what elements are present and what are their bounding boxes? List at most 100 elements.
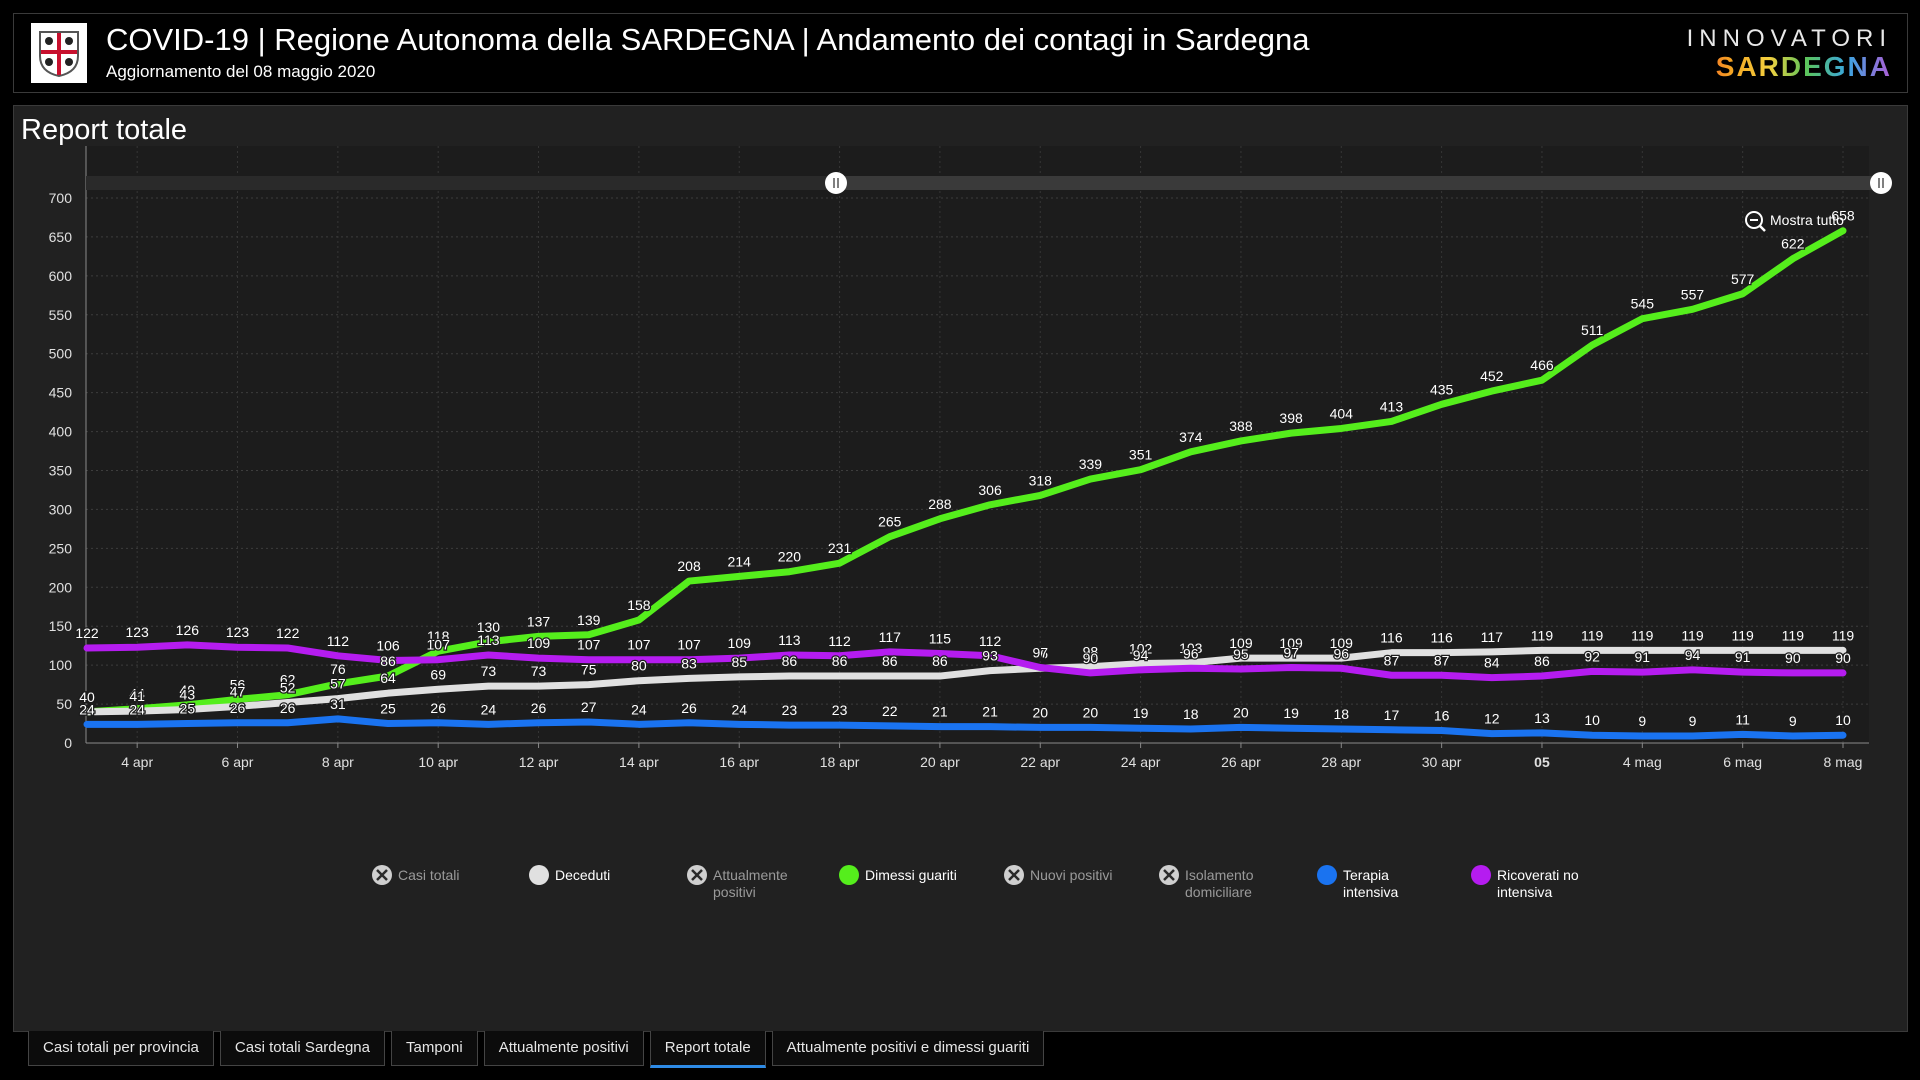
data-label-deceduti: 109 <box>1330 635 1354 651</box>
data-label-ricoverati: 96 <box>1183 645 1199 661</box>
legend-label: domiciliare <box>1185 884 1252 900</box>
data-label-terapia: 10 <box>1835 712 1851 728</box>
legend-item[interactable]: Casi totali <box>372 865 459 885</box>
data-label-terapia: 18 <box>1333 706 1349 722</box>
x-tick-label: 4 apr <box>121 754 153 770</box>
tab-casi-totali-provincia[interactable]: Casi totali per provincia <box>28 1031 214 1066</box>
brand-logo: INNOVATORI SARDEGNA <box>1687 26 1892 82</box>
data-label-deceduti: 119 <box>1531 627 1554 643</box>
data-label-dimessi: 577 <box>1731 271 1755 287</box>
data-label-deceduti: 85 <box>731 654 747 670</box>
show-all-button[interactable]: Mostra tutto <box>1745 211 1844 232</box>
brand-bottom-text: SARDEGNA <box>1687 52 1892 82</box>
data-label-ricoverati: 107 <box>427 637 451 653</box>
data-label-deceduti: 102 <box>1129 641 1153 657</box>
data-label-deceduti: 86 <box>882 653 898 669</box>
tab-attualmente-positivi[interactable]: Attualmente positivi <box>483 1031 644 1066</box>
data-label-deceduti: 119 <box>1581 627 1604 643</box>
data-label-deceduti: 116 <box>1380 630 1403 646</box>
legend-item[interactable]: Dimessi guariti <box>839 865 957 885</box>
data-label-terapia: 9 <box>1638 713 1646 729</box>
data-label-dimessi: 40 <box>79 689 95 705</box>
y-tick-label: 350 <box>49 463 73 479</box>
series-line-deceduti <box>83 646 1847 716</box>
data-label-deceduti: 96 <box>1032 645 1048 661</box>
x-tick-label: 22 apr <box>1020 754 1060 770</box>
data-label-ricoverati: 91 <box>1635 649 1651 665</box>
legend-item[interactable]: Deceduti <box>529 865 610 885</box>
data-label-dimessi: 413 <box>1380 398 1404 414</box>
y-tick-label: 400 <box>49 424 73 440</box>
data-label-deceduti: 83 <box>681 655 697 671</box>
data-label-deceduti: 40 <box>79 689 95 705</box>
handle-circle <box>825 172 847 194</box>
data-label-dimessi: 139 <box>577 612 601 628</box>
data-label-ricoverati: 97 <box>1032 644 1048 660</box>
range-slider-handle-right[interactable] <box>1870 172 1892 194</box>
tab-report-totale[interactable]: Report totale <box>649 1031 766 1068</box>
brand-top-text: INNOVATORI <box>1686 25 1892 52</box>
data-label-dimessi: 435 <box>1430 381 1454 397</box>
y-tick-label: 0 <box>64 735 72 751</box>
data-label-dimessi: 388 <box>1229 418 1253 434</box>
y-tick-label: 550 <box>49 307 73 323</box>
legend-swatch <box>1471 865 1491 885</box>
data-label-terapia: 26 <box>230 700 246 716</box>
tab-tamponi[interactable]: Tamponi <box>391 1031 478 1066</box>
data-label-deceduti: 116 <box>1430 630 1453 646</box>
tab-positivi-e-guariti[interactable]: Attualmente positivi e dimessi guariti <box>771 1031 1045 1066</box>
data-label-deceduti: 86 <box>832 653 848 669</box>
data-label-deceduti: 103 <box>1179 640 1203 656</box>
data-label-deceduti: 41 <box>129 688 145 704</box>
data-label-deceduti: 93 <box>982 648 998 664</box>
data-label-terapia: 18 <box>1183 706 1199 722</box>
tab-casi-totali-sardegna[interactable]: Casi totali Sardegna <box>219 1031 385 1066</box>
data-label-deceduti: 86 <box>782 653 798 669</box>
data-label-terapia: 27 <box>581 699 597 715</box>
data-label-terapia: 24 <box>481 701 497 717</box>
data-label-deceduti: 64 <box>380 670 396 686</box>
data-label-ricoverati: 95 <box>1233 646 1249 662</box>
data-label-dimessi: 398 <box>1279 410 1303 426</box>
data-label-deceduti: 119 <box>1681 627 1704 643</box>
legend-item[interactable]: Nuovi positivi <box>1004 865 1112 885</box>
zoom-lens <box>1745 211 1763 229</box>
data-label-ricoverati: 122 <box>75 625 99 641</box>
line-chart: 0501001502002503003504004505005506006507… <box>49 146 1892 900</box>
data-label-deceduti: 109 <box>1229 635 1253 651</box>
data-label-ricoverati: 109 <box>527 635 551 651</box>
data-label-dimessi: 214 <box>728 553 752 569</box>
data-label-dimessi: 265 <box>878 514 902 530</box>
data-label-deceduti: 119 <box>1631 627 1654 643</box>
data-label-terapia: 24 <box>731 701 747 717</box>
y-tick-label: 650 <box>49 229 73 245</box>
x-tick-label: 18 apr <box>820 754 860 770</box>
header-bar: COVID-19 | Regione Autonoma della SARDEG… <box>13 13 1908 93</box>
data-label-dimessi: 466 <box>1530 357 1554 373</box>
sardinia-coat-of-arms-icon <box>39 31 79 78</box>
data-label-terapia: 12 <box>1484 711 1500 727</box>
data-label-dimessi: 288 <box>928 496 952 512</box>
x-tick-label: 8 apr <box>322 754 354 770</box>
data-label-ricoverati: 94 <box>1133 647 1149 663</box>
x-tick-label: 20 apr <box>920 754 960 770</box>
data-label-deceduti: 52 <box>280 680 296 696</box>
legend-label: Ricoverati no <box>1497 867 1579 883</box>
data-label-deceduti: 119 <box>1782 627 1805 643</box>
legend-label: Nuovi positivi <box>1030 867 1112 883</box>
data-label-ricoverati: 90 <box>1835 650 1851 666</box>
data-label-dimessi: 220 <box>778 549 802 565</box>
data-label-dimessi: 208 <box>677 558 701 574</box>
data-label-terapia: 23 <box>832 702 848 718</box>
x-tick-label: 24 apr <box>1121 754 1161 770</box>
range-slider-handle-left[interactable] <box>825 172 847 194</box>
data-label-dimessi: 158 <box>627 597 651 613</box>
data-label-dimessi: 404 <box>1330 405 1354 421</box>
chart-panel: 0 50 100 150 200 250 300 350 400 450 500 550 600 650 7… <box>13 105 1908 1032</box>
series-line-ricoverati <box>83 641 1847 682</box>
y-tick-label: 100 <box>49 657 73 673</box>
